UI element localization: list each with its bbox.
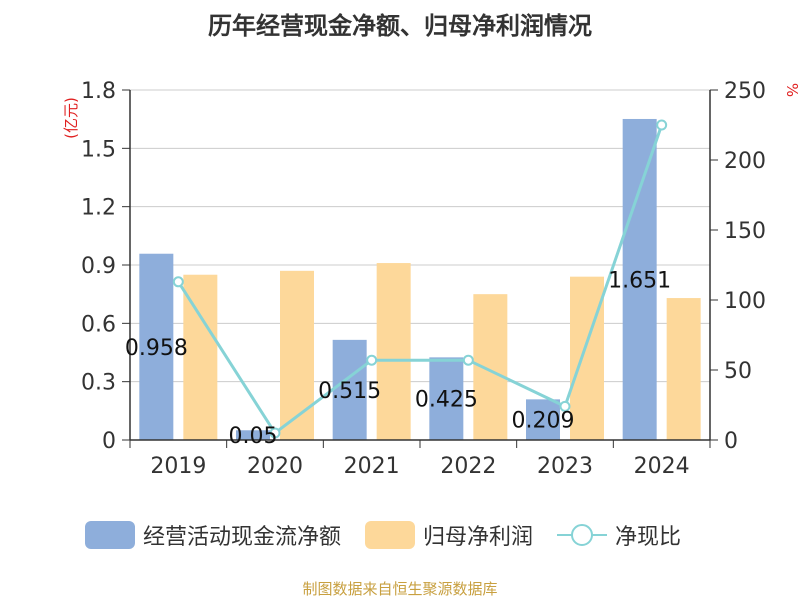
- x-tick-label: 2019: [150, 454, 206, 479]
- legend: 经营活动现金流净额 归母净利润 净现比: [85, 517, 705, 553]
- legend-item-cash[interactable]: 经营活动现金流净额: [85, 519, 341, 551]
- chart-title: 历年经营现金净额、归母净利润情况: [208, 12, 592, 40]
- ratio-point: [559, 400, 571, 412]
- y-right-tick-label: 100: [724, 289, 766, 314]
- y-left-unit: (亿元): [62, 97, 80, 139]
- data-source-note: 制图数据来自恒生聚源数据库: [302, 580, 498, 598]
- x-tick-label: 2023: [537, 454, 593, 479]
- ratio-point: [462, 354, 474, 366]
- bar-profit: [666, 298, 701, 440]
- y-right-tick-label: 150: [724, 219, 766, 244]
- data-label-cash: 0.515: [318, 379, 381, 404]
- legend-swatch-ratio: [557, 521, 608, 549]
- x-tick-label: 2020: [247, 454, 303, 479]
- legend-swatch-cash: [85, 521, 135, 549]
- ratio-line: [177, 124, 664, 436]
- x-tick-label: 2021: [344, 454, 400, 479]
- ratio-point: [656, 119, 668, 131]
- bar-profit: [570, 276, 604, 440]
- data-label-cash: 0.209: [512, 409, 575, 434]
- legend-item-profit[interactable]: 归母净利润: [365, 519, 533, 551]
- y-left-tick-label: 0.9: [81, 254, 116, 279]
- bar-cash: [429, 357, 464, 440]
- y-left-tick-label: 1.5: [81, 137, 116, 162]
- bar-cash: [622, 118, 657, 440]
- data-label-cash: 1.651: [608, 268, 671, 293]
- legend-label-ratio: 净现比: [615, 525, 682, 550]
- legend-label-cash: 经营活动现金流净额: [143, 525, 342, 550]
- x-tick-label: 2024: [634, 454, 690, 479]
- legend-label-profit: 归母净利润: [423, 525, 534, 550]
- y-left-tick-label: 1.2: [81, 196, 116, 221]
- y-left-tick-label: 1.8: [81, 79, 116, 104]
- bar-cash: [332, 339, 367, 440]
- y-left-tick-label: 0.3: [81, 371, 116, 396]
- y-left-tick-label: 0.6: [81, 312, 116, 337]
- y-right-tick-label: 250: [724, 79, 766, 104]
- y-left-tick-label: 0: [102, 429, 116, 454]
- data-label-cash: 0.958: [125, 336, 188, 361]
- bar-profit: [376, 263, 411, 440]
- x-tick-label: 2022: [440, 454, 496, 479]
- y-right-tick-label: 200: [724, 149, 766, 174]
- bar-profit: [280, 270, 314, 440]
- bar-cash: [139, 253, 174, 440]
- bar-cash: [526, 399, 560, 440]
- bar-cash: [236, 430, 270, 440]
- ratio-point: [172, 276, 184, 288]
- y-right-tick-label: 50: [724, 359, 752, 384]
- y-right-tick-label: 0: [724, 429, 738, 454]
- bar-profit: [473, 294, 508, 440]
- ratio-point: [269, 427, 281, 439]
- data-label-cash: 0.425: [415, 388, 478, 413]
- legend-swatch-profit: [365, 521, 416, 549]
- ratio-point: [366, 354, 378, 366]
- data-label-cash: 0.05: [229, 424, 278, 449]
- bar-profit: [183, 274, 218, 440]
- y-right-unit: %: [783, 83, 800, 97]
- legend-item-ratio[interactable]: 净现比: [557, 519, 681, 551]
